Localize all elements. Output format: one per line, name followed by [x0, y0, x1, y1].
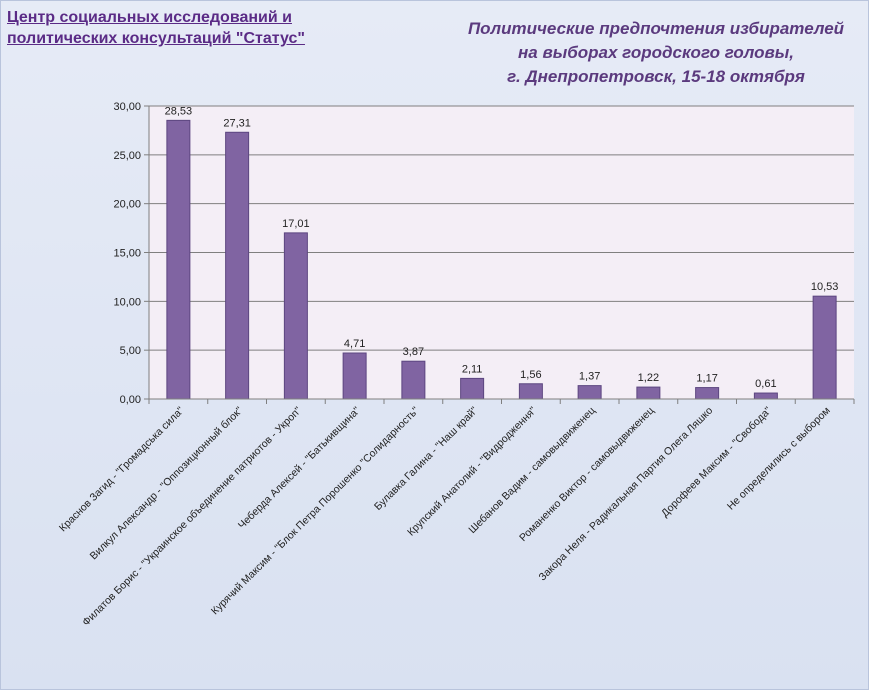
y-tick-label: 15,00 [113, 248, 141, 260]
bar [695, 387, 720, 400]
category-label: Дорофеев Максим - "Свобода" [659, 404, 774, 519]
bar [518, 383, 543, 400]
bar [460, 377, 485, 400]
data-label: 1,22 [638, 372, 659, 384]
data-label: 1,17 [696, 373, 717, 385]
y-tick-label: 5,00 [120, 345, 141, 357]
organization-title-line-1: Центр социальных исследований и [7, 9, 292, 26]
bar [577, 385, 602, 400]
gridlines [149, 105, 854, 351]
organization-title[interactable]: Центр социальных исследований и политиче… [7, 7, 305, 49]
data-label: 0,61 [755, 378, 776, 390]
category-label: Филатов Борис - "Украинское объединение … [80, 404, 304, 628]
bar [342, 352, 367, 400]
category-labels: Краснов Загид - "Громадська сила"Вилкул … [57, 404, 833, 628]
bars [166, 119, 837, 400]
category-label: Не определились с выбором [725, 405, 833, 513]
chart-title: Политические предпочтения избирателей на… [421, 17, 869, 89]
bar [225, 131, 250, 400]
y-tick-label: 25,00 [113, 150, 141, 162]
bar [753, 392, 778, 400]
y-tick-label: 20,00 [113, 199, 141, 211]
chart-title-line-2: на выборах городского головы, [518, 43, 794, 62]
data-label: 2,11 [462, 363, 483, 375]
category-label: Чеберда Алексей - "Батькивщина" [236, 404, 363, 531]
bar [636, 386, 661, 400]
data-label: 1,37 [579, 371, 600, 383]
data-label: 27,31 [223, 117, 251, 129]
y-tick-label: 10,00 [113, 296, 141, 308]
category-label: Булавка Галина - "Наш край" [372, 404, 480, 512]
data-label: 10,53 [811, 281, 839, 293]
axes [148, 106, 855, 404]
category-label: Курячий Максим - "Блок Петра Порошенко "… [209, 404, 422, 617]
bar [812, 295, 837, 400]
category-label: Романенко Виктор - самовыдвиженец [517, 405, 656, 544]
chart-title-line-1: Политические предпочтения избирателей [467, 19, 845, 38]
data-label: 3,87 [403, 346, 424, 358]
y-axis-ticks: 0,00 5,00 10,00 15,00 20,00 25,00 30,00 [113, 101, 149, 406]
data-label: 17,01 [282, 218, 310, 230]
y-tick-label: 0,00 [120, 394, 141, 406]
bar [283, 232, 308, 400]
data-label: 4,71 [344, 338, 365, 350]
bar [401, 360, 426, 400]
category-label: Краснов Загид - "Громадська сила" [57, 404, 187, 534]
chart-title-line-3: г. Днепропетровск, 15-18 октября [507, 67, 805, 86]
data-labels: 28,53 27,31 17,01 4,71 3,87 2,11 1,56 1,37 1,22 1… [165, 105, 839, 390]
y-tick-label: 30,00 [113, 101, 141, 113]
category-label: Шебанов Вадим - самовыдвиженец [466, 405, 597, 536]
category-label: Крупский Анатолий - "Видродження" [405, 404, 539, 538]
organization-title-line-2: политических консультаций "Статус" [7, 30, 305, 47]
bar [166, 119, 191, 400]
data-label: 28,53 [165, 105, 193, 117]
data-label: 1,56 [520, 369, 541, 381]
